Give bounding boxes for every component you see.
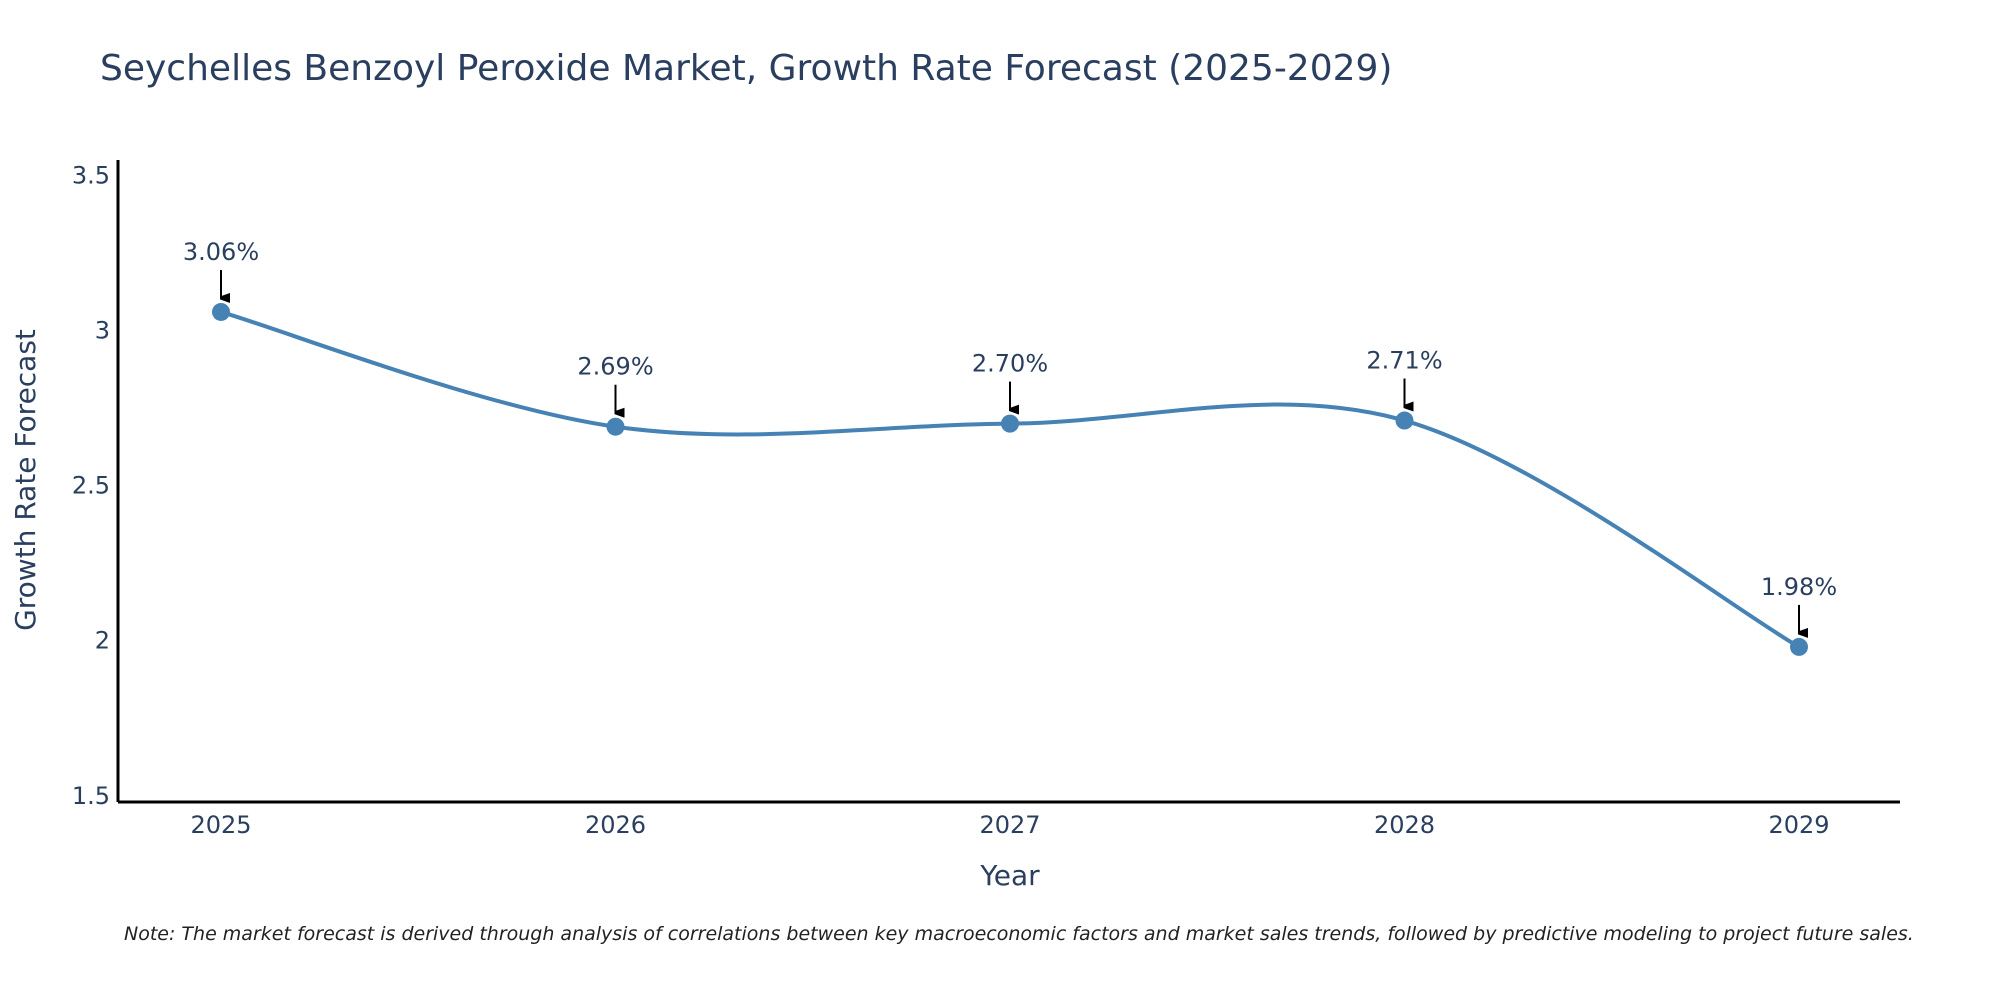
chart-title: Seychelles Benzoyl Peroxide Market, Grow… bbox=[100, 48, 1392, 89]
data-point bbox=[212, 302, 230, 321]
data-point bbox=[606, 417, 625, 436]
x-tick-label: 2028 bbox=[1374, 811, 1435, 839]
y-tick-label: 3 bbox=[95, 317, 110, 345]
x-tick-label: 2025 bbox=[190, 811, 251, 839]
data-point bbox=[1790, 637, 1808, 656]
y-axis-ticks: 1.5 2 2.5 3 3.5 bbox=[72, 162, 110, 810]
data-label: 2.70% bbox=[972, 350, 1048, 378]
data-point bbox=[1001, 414, 1019, 433]
footnote: Note: The market forecast is derived thr… bbox=[124, 923, 1914, 945]
x-axis-ticks: 2025 2026 2027 2028 2029 bbox=[190, 811, 1829, 839]
x-tick-label: 2029 bbox=[1768, 811, 1829, 839]
x-axis-title: Year bbox=[979, 859, 1040, 892]
data-point bbox=[1395, 411, 1414, 430]
data-annotations: 3.06% 2.69% 2.70% 2.71% 1.98% bbox=[183, 238, 1837, 633]
x-tick-label: 2027 bbox=[979, 811, 1040, 839]
y-axis-title: Growth Rate Forecast bbox=[9, 329, 42, 631]
data-points bbox=[212, 302, 1808, 656]
data-label: 3.06% bbox=[183, 238, 259, 266]
y-tick-label: 1.5 bbox=[72, 782, 110, 810]
data-label: 1.98% bbox=[1761, 573, 1837, 601]
data-label: 2.69% bbox=[577, 353, 653, 381]
data-label: 2.71% bbox=[1366, 347, 1442, 375]
y-tick-label: 2.5 bbox=[72, 472, 110, 500]
y-tick-label: 2 bbox=[95, 627, 110, 655]
y-tick-label: 3.5 bbox=[72, 162, 110, 190]
x-tick-label: 2026 bbox=[585, 811, 646, 839]
